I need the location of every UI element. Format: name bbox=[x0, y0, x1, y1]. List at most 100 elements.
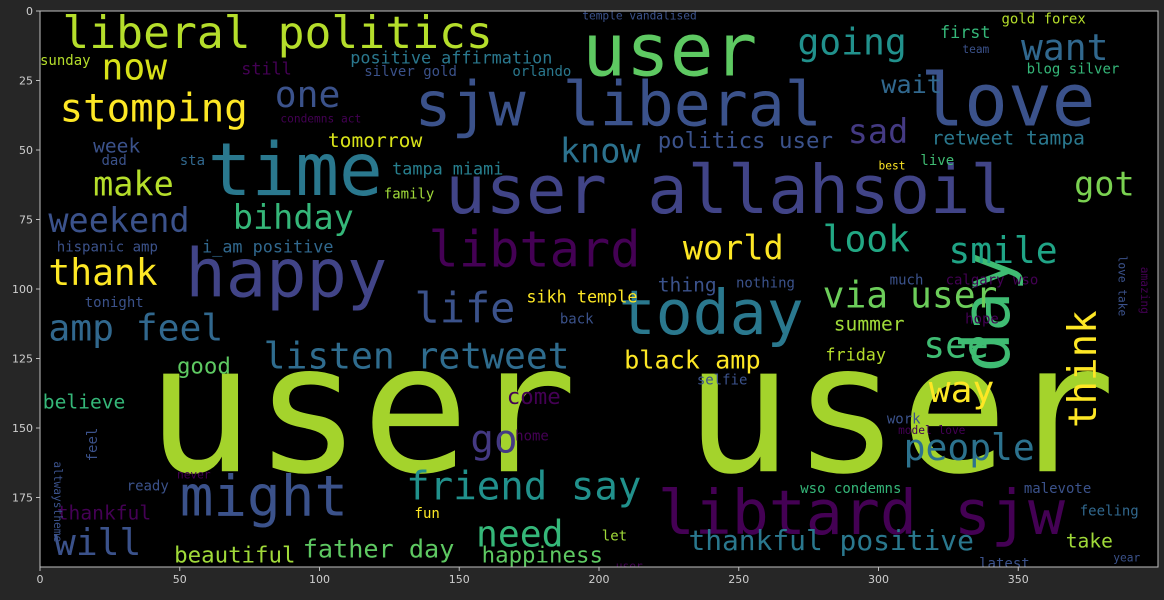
y-tick-label: 0 bbox=[26, 5, 33, 18]
word-feel: feel bbox=[85, 428, 101, 462]
word-think: think bbox=[1061, 310, 1106, 428]
word-look: look bbox=[823, 218, 911, 261]
word-temple-vandalised: temple vandalised bbox=[582, 10, 697, 23]
x-axis: 0 50 100 150 200 250 300 350 bbox=[37, 567, 1029, 586]
x-tick-label: 100 bbox=[309, 573, 330, 586]
word-amp-feel: amp feel bbox=[48, 307, 223, 350]
word-tonight: tonight bbox=[85, 295, 144, 311]
word-thankful-positive: thankful positive bbox=[688, 524, 973, 557]
word-tomorrow: tomorrow bbox=[328, 129, 423, 152]
y-tick-label: 175 bbox=[12, 492, 33, 505]
y-tick-label: 75 bbox=[19, 214, 33, 227]
word-day: day bbox=[947, 251, 1025, 372]
word-need: need bbox=[476, 512, 563, 555]
word-home: home bbox=[515, 428, 549, 444]
word-still: still bbox=[241, 58, 292, 78]
x-tick-label: 300 bbox=[868, 573, 889, 586]
word-model-love: model love bbox=[898, 424, 966, 437]
word-sad: sad bbox=[848, 112, 909, 151]
word-never: never bbox=[177, 468, 211, 481]
word-nothing: nothing bbox=[736, 275, 795, 291]
word-black-amp: black amp bbox=[624, 345, 760, 374]
word-wso-condemns: wso condemns bbox=[800, 481, 901, 497]
word-via-user: via user bbox=[823, 273, 998, 316]
y-tick-label: 100 bbox=[12, 283, 33, 296]
word-i-am-positive: i_am positive bbox=[202, 236, 333, 256]
word-sta: sta bbox=[180, 153, 205, 169]
word-thankful: thankful bbox=[57, 502, 151, 525]
word-retweet-tampa: retweet tampa bbox=[932, 126, 1085, 149]
word-know: know bbox=[560, 131, 642, 170]
word-smile: smile bbox=[948, 229, 1057, 272]
word-might: might bbox=[180, 464, 348, 529]
word-year: year bbox=[1113, 552, 1140, 565]
word-now: now bbox=[101, 45, 167, 88]
y-tick-label: 150 bbox=[12, 422, 33, 435]
word-silver-gold: silver gold bbox=[364, 64, 457, 80]
word-altwaystheme: altwaystheme bbox=[51, 461, 64, 542]
word-dad: dad bbox=[101, 153, 126, 169]
word-one: one bbox=[275, 73, 341, 116]
word-latest: latest bbox=[979, 556, 1030, 572]
x-tick-label: 50 bbox=[173, 573, 187, 586]
word-world: world bbox=[683, 229, 784, 268]
word-positive-affirmation: positive affirmation bbox=[350, 47, 552, 67]
word-will: will bbox=[54, 521, 141, 564]
plot-background bbox=[40, 11, 1158, 567]
word-blog-silver: blog silver bbox=[1027, 61, 1120, 77]
word-libtard-sjw: libtard sjw bbox=[658, 477, 1066, 549]
word-happiness: happiness bbox=[482, 542, 603, 568]
word-got: got bbox=[1074, 165, 1135, 204]
word-way: way bbox=[929, 368, 995, 411]
y-tick-label: 125 bbox=[12, 353, 33, 366]
word-stomping: stomping bbox=[60, 87, 248, 132]
word-work: work bbox=[887, 412, 921, 428]
x-tick-label: 350 bbox=[1008, 573, 1029, 586]
word-going: going bbox=[797, 20, 906, 63]
word-sjw-liberal: sjw liberal bbox=[415, 68, 822, 140]
word-first: first bbox=[940, 22, 991, 42]
word-thing: thing bbox=[658, 274, 717, 297]
word-calgary-wso: calgary wso bbox=[946, 273, 1039, 289]
word-believe: believe bbox=[43, 390, 126, 413]
word-live: live bbox=[920, 153, 954, 169]
word-life: life bbox=[415, 284, 516, 333]
y-tick-label: 50 bbox=[19, 144, 33, 157]
word-gold-forex: gold forex bbox=[1001, 11, 1085, 27]
word-libtard: libtard bbox=[429, 219, 641, 278]
word-take: take bbox=[1066, 529, 1113, 552]
word-love: love bbox=[920, 60, 1095, 144]
word-user: user bbox=[616, 560, 643, 573]
word-thank: thank bbox=[48, 251, 157, 294]
word-weekend: weekend bbox=[48, 201, 189, 240]
word-sikh-temple: sikh temple bbox=[526, 286, 637, 306]
word-hispanic-amp: hispanic amp bbox=[57, 239, 158, 255]
y-tick-label: 25 bbox=[19, 75, 33, 88]
word-good: good bbox=[177, 353, 231, 379]
word-family: family bbox=[384, 186, 435, 202]
word-malevote: malevote bbox=[1024, 481, 1091, 497]
word-make: make bbox=[93, 165, 174, 204]
word-wait: wait bbox=[881, 70, 942, 99]
word-hope: hope bbox=[965, 312, 999, 328]
word-beautiful: beautiful bbox=[174, 542, 295, 568]
x-tick-label: 0 bbox=[37, 573, 44, 586]
word-fun: fun bbox=[415, 506, 440, 522]
word-feeling: feeling bbox=[1080, 503, 1139, 519]
word-liberal-politics: liberal politics bbox=[62, 7, 492, 59]
x-tick-label: 250 bbox=[728, 573, 749, 586]
word-user-allahsoil: user allahsoil bbox=[445, 151, 1011, 229]
word-best: best bbox=[879, 160, 906, 173]
word-love-take: love take bbox=[1116, 256, 1129, 317]
word-condemns-act: condemns act bbox=[280, 112, 361, 125]
word-see: see bbox=[923, 323, 989, 366]
word-ready: ready bbox=[127, 478, 169, 494]
word-user: user bbox=[582, 9, 757, 93]
word-user-user: user user bbox=[146, 306, 1115, 514]
word-people: people bbox=[904, 426, 1035, 469]
word-politics-user: politics user bbox=[658, 128, 833, 154]
x-tick-label: 200 bbox=[589, 573, 610, 586]
word-go: go bbox=[470, 417, 517, 462]
